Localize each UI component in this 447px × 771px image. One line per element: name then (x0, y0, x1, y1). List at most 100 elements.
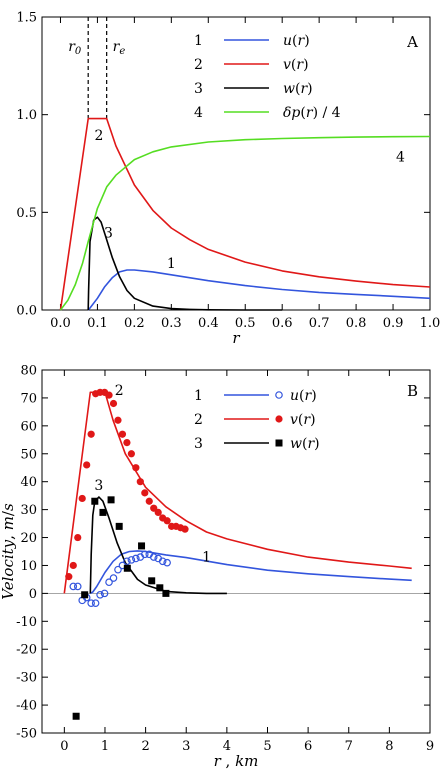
panel-label: A (406, 33, 418, 51)
y-tick-label: 20 (20, 531, 37, 546)
x-tick-label: 0.3 (161, 316, 182, 331)
legend-number: 1 (194, 33, 203, 49)
data-point-w (72, 712, 80, 720)
data-point-w (156, 584, 164, 592)
x-tick-label: 1 (101, 739, 109, 754)
y-tick-label: 50 (20, 447, 37, 462)
panel-b: 0 1 2 3 4 5 6 7 8 9 -50 -40 -30 -20 -10 0 10 20 30 40 50 60 70… (0, 364, 434, 771)
legend-number: 2 (194, 412, 203, 428)
marker-line-label-0: r0 (68, 39, 82, 57)
y-tick-label: 40 (20, 475, 37, 490)
data-point-w (148, 577, 156, 585)
legend-label: u(r) (283, 33, 310, 49)
legend-marker (275, 439, 283, 447)
data-point-u (123, 557, 131, 566)
x-axis-title: r , km (214, 752, 259, 770)
data-point-v (118, 430, 127, 438)
data-point-u (87, 599, 95, 607)
legend-label: δp(r) / 4 (283, 105, 341, 121)
x-tick-label: 3 (182, 739, 190, 754)
legend-label: w(r) (283, 81, 313, 97)
y-tick-label: 80 (20, 364, 37, 379)
series-line-1 (87, 269, 431, 311)
legend-label: u(r) (290, 388, 317, 404)
x-tick-label: 0.6 (272, 316, 293, 331)
curve-label: 3 (104, 226, 113, 242)
legend-marker (275, 391, 283, 399)
x-tick-label: 0.1 (87, 316, 108, 331)
x-tick-label: 6 (304, 739, 312, 754)
curve-label: 1 (202, 549, 211, 565)
y-axis-title: Velocity, m/s (0, 503, 17, 600)
panel-a: 0.0 0.1 0.2 0.3 0.4 0.5 0.6 0.7 0.8 0.9 1.0 0.0 0.5 1… (16, 11, 440, 348)
y-tick-label: -40 (16, 699, 37, 714)
y-tick-label: 0.5 (16, 206, 37, 221)
legend-number: 4 (194, 105, 203, 121)
data-point-v (114, 416, 122, 424)
data-point-w (123, 564, 131, 572)
data-point-v (83, 461, 91, 469)
x-axis-title: r (232, 329, 240, 347)
y-tick-label: 60 (20, 419, 37, 434)
data-point-w (99, 508, 107, 516)
data-point-v (78, 494, 86, 503)
curve-label: 2 (115, 383, 124, 399)
data-point-u (100, 589, 109, 598)
data-point-u (96, 590, 104, 599)
x-tick-label: 8 (385, 739, 393, 754)
legend-number: 1 (194, 388, 203, 404)
y-tick-label: 0.0 (16, 304, 37, 319)
x-tick-label: 1.0 (420, 316, 441, 331)
data-point-u (163, 558, 171, 567)
data-point-u (114, 565, 122, 574)
y-tick-label: 1.5 (16, 11, 37, 26)
x-tick-label: 0.5 (235, 316, 256, 331)
data-point-v (105, 391, 113, 399)
y-tick-label: 70 (20, 391, 37, 406)
x-tick-label: 2 (141, 739, 149, 754)
data-point-u (158, 557, 167, 566)
panel-label: B (407, 382, 418, 400)
y-tick-label: 10 (20, 559, 37, 574)
x-tick-label: 0.0 (50, 316, 71, 331)
data-point-v (74, 533, 82, 542)
data-point-v (136, 478, 144, 486)
x-tick-label: 0.9 (383, 316, 404, 331)
data-point-w (115, 522, 123, 530)
curve-label: 1 (167, 256, 176, 272)
y-tick-label: 0 (29, 587, 37, 602)
x-tick-label: 7 (345, 739, 353, 754)
x-tick-label: 0.2 (124, 316, 145, 331)
x-tick-label: 4 (223, 739, 231, 754)
y-tick-label: 1.0 (16, 108, 37, 123)
legend-number: 2 (194, 57, 203, 73)
x-tick-label: 0 (60, 739, 68, 754)
data-point-u (132, 554, 140, 563)
data-point-u (140, 550, 149, 559)
series-line-3 (89, 496, 227, 595)
legend-label: w(r) (290, 436, 320, 452)
legend-label: v(r) (290, 412, 316, 428)
data-point-v (132, 464, 140, 472)
data-point-v (181, 525, 189, 533)
data-point-u (149, 553, 158, 561)
marker-line-label-1: re (113, 39, 126, 57)
data-point-w (81, 591, 89, 599)
legend-marker (275, 415, 283, 423)
data-point-u (127, 556, 136, 564)
curve-label: 2 (94, 128, 103, 144)
data-point-v (141, 489, 149, 497)
data-point-v (87, 430, 95, 438)
y-tick-label: -20 (16, 643, 37, 658)
data-point-w (162, 589, 170, 597)
data-point-v (69, 561, 77, 570)
y-tick-label: 30 (20, 503, 37, 518)
legend-label: v(r) (283, 57, 309, 73)
data-point-v (65, 573, 73, 581)
x-tick-label: 5 (263, 739, 271, 754)
series-line-2 (63, 391, 412, 594)
curve-label: 3 (94, 478, 103, 494)
y-tick-label: -30 (16, 671, 37, 686)
x-tick-label: 9 (426, 739, 434, 754)
